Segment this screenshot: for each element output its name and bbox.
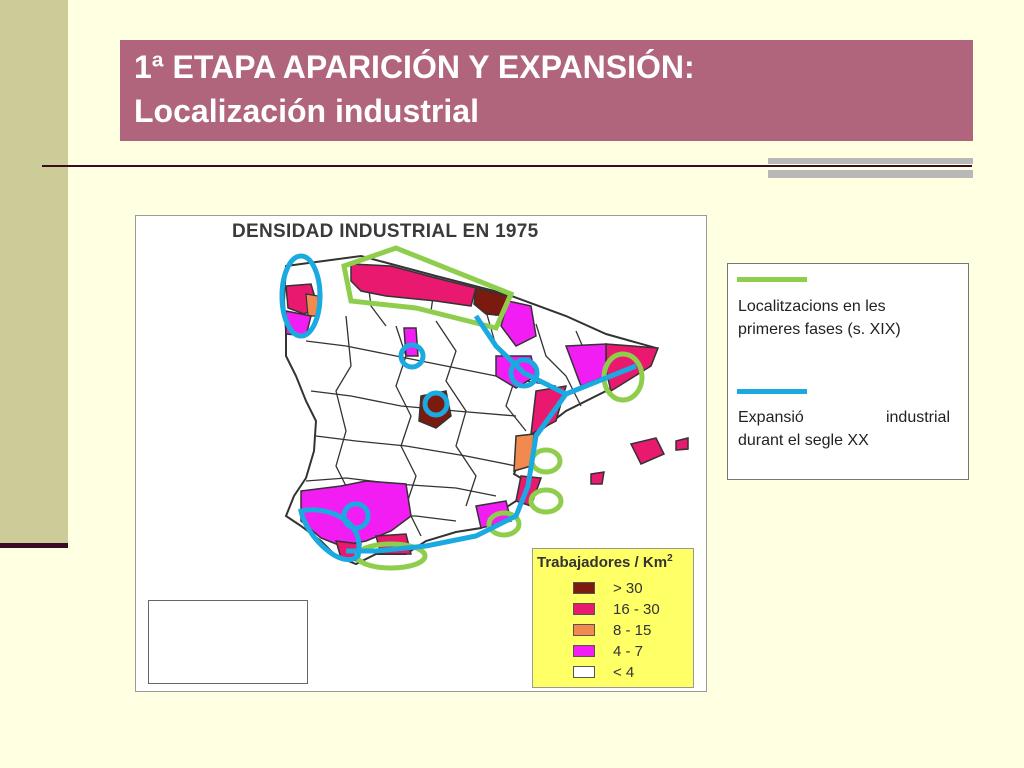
legend-swatch-gt30 — [573, 582, 595, 594]
slide-title: 1ª ETAPA APARICIÓN Y EXPANSIÓN: Localiza… — [120, 40, 973, 141]
map-key-box: Localitzacions en les primeres fases (s.… — [727, 263, 969, 480]
legend-row-16-30: 16 - 30 — [573, 600, 660, 618]
early-phase-key-label: Localitzacions en les primeres fases (s.… — [738, 298, 901, 338]
expansion-key-word1: Expansió — [738, 409, 804, 426]
side-decoration-bar — [0, 0, 68, 548]
map-drawing — [149, 245, 689, 669]
balearic-mallorca — [629, 437, 666, 465]
legend-swatch-16-30 — [573, 603, 595, 615]
divider-rule — [42, 165, 972, 167]
legend-label-gt30: > 30 — [613, 579, 643, 597]
map-legend-title-superscript: 2 — [667, 553, 673, 564]
expansion-key-label-line2: durant el segle XX — [738, 432, 869, 449]
map-legend-title: Trabajadores / Km2 — [537, 553, 673, 571]
legend-label-16-30: 16 - 30 — [613, 600, 660, 618]
density-andalucia — [300, 480, 412, 547]
early-phase-key-line — [737, 277, 807, 282]
legend-row-lt4: < 4 — [573, 663, 634, 681]
canary-inset-frame — [148, 600, 308, 684]
legend-row-4-7: 4 - 7 — [573, 642, 643, 660]
balearic-ibiza — [590, 471, 605, 485]
legend-swatch-8-15 — [573, 624, 595, 636]
balearic-menorca — [675, 437, 689, 451]
expansion-key-label-line1: Expansió industrial — [738, 406, 950, 429]
divider-accent-1 — [768, 158, 973, 164]
legend-label-4-7: 4 - 7 — [613, 642, 644, 660]
density-north-coast — [350, 263, 477, 307]
legend-swatch-4-7 — [573, 645, 595, 657]
legend-row-8-15: 8 - 15 — [573, 621, 651, 639]
legend-row-gt30: > 30 — [573, 579, 643, 597]
map-legend-title-text: Trabajadores / Km — [537, 554, 668, 571]
legend-label-lt4: < 4 — [613, 663, 635, 681]
industrial-density-map: DENSIDAD INDUSTRIAL EN 1975 Trabajadores… — [135, 215, 707, 692]
map-legend: Trabajadores / Km2 > 30 16 - 30 8 - 15 4… — [532, 548, 694, 688]
density-basque — [473, 287, 509, 317]
density-navarra — [500, 300, 537, 347]
density-valladolid — [403, 327, 419, 357]
legend-label-8-15: 8 - 15 — [613, 621, 652, 639]
density-zaragoza — [495, 355, 537, 389]
legend-swatch-lt4 — [573, 666, 595, 678]
slide-title-line-1: 1ª ETAPA APARICIÓN Y EXPANSIÓN: — [134, 49, 695, 85]
divider-accent-2 — [768, 170, 973, 178]
slide-title-line-2: Localización industrial — [134, 93, 479, 129]
map-title: DENSIDAD INDUSTRIAL EN 1975 — [232, 221, 539, 242]
expansion-key-word2: industrial — [885, 409, 950, 426]
side-bar-rule — [0, 543, 68, 548]
expansion-key-line — [737, 389, 807, 394]
